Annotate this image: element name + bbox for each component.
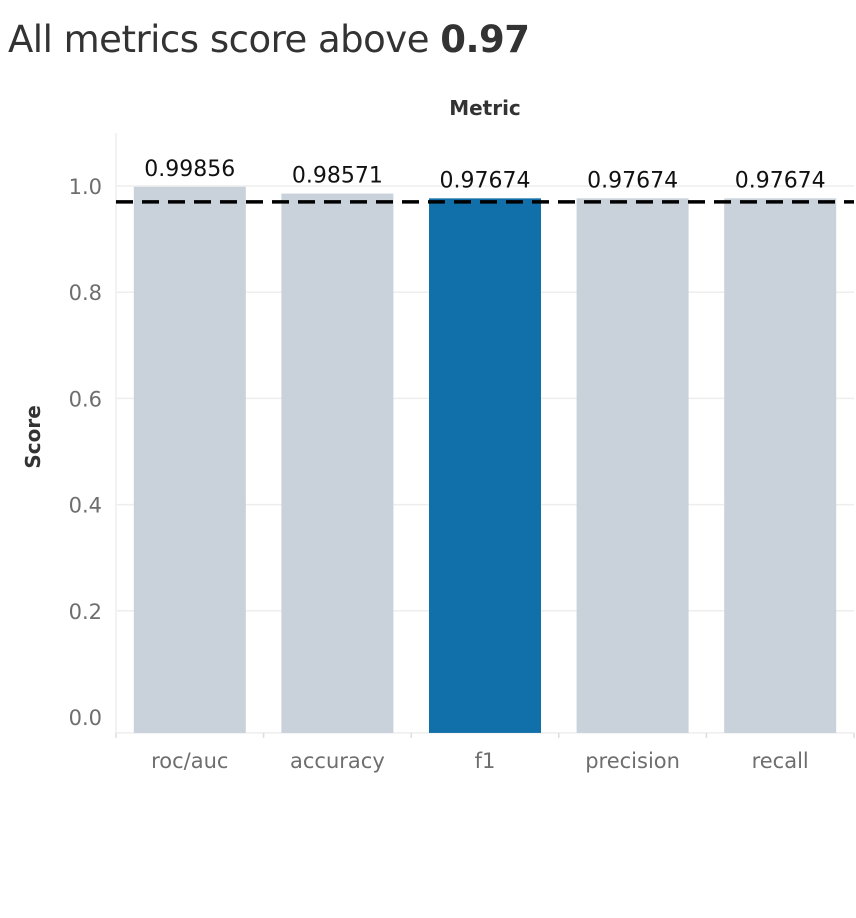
chart-title-highlight: 0.97 — [440, 18, 530, 61]
bar-recall — [724, 198, 837, 733]
x-tick-label: roc/auc — [151, 749, 228, 773]
x-axis-ticks: roc/auc accuracy f1 precision recall — [151, 749, 809, 773]
y-tick-label: 0.8 — [69, 281, 102, 305]
bar-f1 — [429, 198, 541, 733]
bar-value-label: 0.97674 — [735, 168, 826, 193]
x-tick-label: accuracy — [290, 749, 385, 773]
bar-value-label: 0.99856 — [144, 157, 235, 182]
bar-roc-auc — [133, 186, 246, 733]
chart-title: All metrics score above 0.97 — [8, 18, 530, 61]
bar-value-label: 0.97674 — [587, 168, 678, 193]
bars — [133, 186, 837, 733]
y-axis-ticks: 0.0 0.2 0.4 0.6 0.8 1.0 — [69, 175, 102, 730]
x-tick-label: recall — [752, 749, 809, 773]
bar-accuracy — [281, 193, 394, 733]
bar-value-label: 0.98571 — [292, 164, 383, 189]
y-tick-label: 0.0 — [69, 706, 102, 730]
chart-title-text: All metrics score above — [8, 18, 441, 61]
bar-value-label: 0.97674 — [440, 168, 531, 193]
x-axis-title: Metric — [449, 96, 521, 120]
x-tick-label: precision — [585, 749, 680, 773]
x-tick-label: f1 — [475, 749, 496, 773]
y-tick-label: 0.6 — [69, 387, 102, 411]
bar-precision — [576, 198, 689, 733]
y-tick-label: 0.2 — [69, 600, 102, 624]
y-axis-title: Score — [21, 405, 45, 468]
value-labels: 0.99856 0.98571 0.97674 0.97674 0.97674 — [144, 157, 825, 194]
y-tick-label: 0.4 — [69, 494, 102, 518]
y-tick-label: 1.0 — [69, 175, 102, 199]
